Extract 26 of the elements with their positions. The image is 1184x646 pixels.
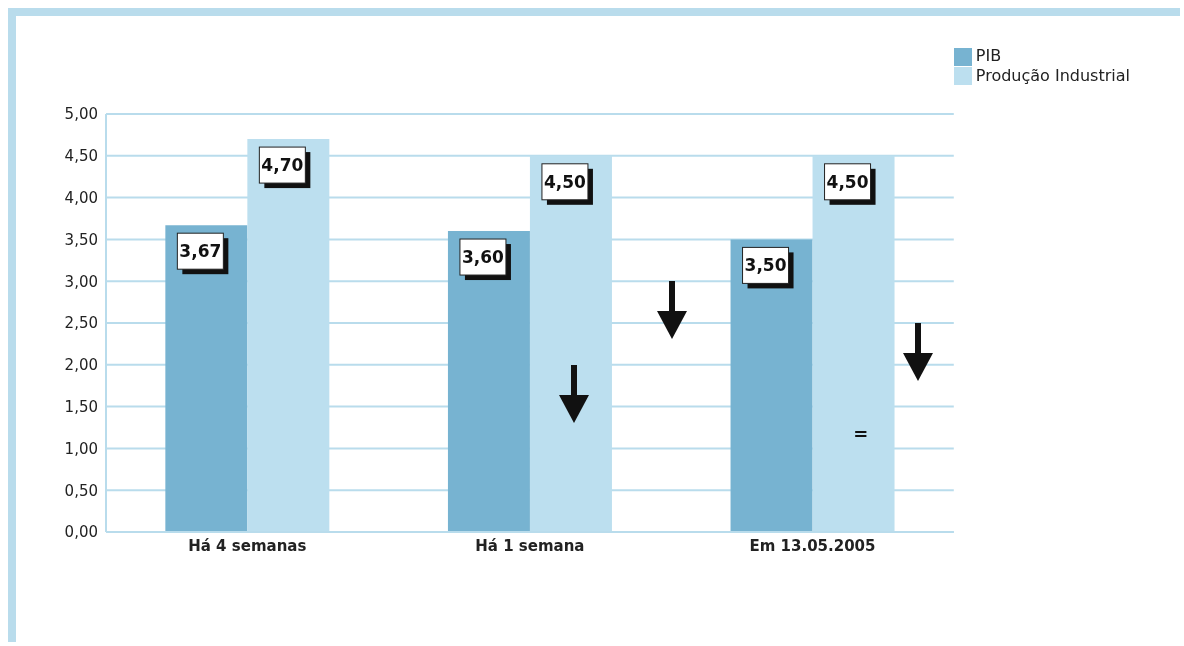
y-tick-label: 3,50 <box>64 230 98 249</box>
annotation: = <box>853 423 869 445</box>
y-tick-label: 0,50 <box>64 481 98 500</box>
data-label: 4,70 <box>261 155 304 176</box>
y-tick-label: 1,00 <box>64 439 98 458</box>
y-tick-label: 4,00 <box>64 188 98 207</box>
bar <box>730 239 813 532</box>
y-tick-label: 4,50 <box>64 147 98 166</box>
y-tick-label: 2,00 <box>64 356 98 375</box>
y-tick-label: 3,00 <box>64 272 98 291</box>
y-tick-label: 1,50 <box>64 397 98 416</box>
x-tick-label: Há 4 semanas <box>188 536 307 555</box>
legend-label: Produção Industrial <box>975 65 1130 85</box>
y-tick-label: 0,00 <box>64 523 98 542</box>
legend-label: PIB <box>975 46 1002 65</box>
x-tick-label: Em 13.05.2005 <box>749 536 876 555</box>
y-tick-label: 2,50 <box>64 314 98 333</box>
data-label: 4,50 <box>543 171 587 192</box>
data-label: 3,67 <box>179 241 222 262</box>
x-tick-label: Há 1 semana <box>475 536 585 555</box>
y-tick-label: 5,00 <box>64 105 98 124</box>
bar <box>447 231 530 532</box>
bar <box>165 225 248 532</box>
data-label: 3,60 <box>461 247 505 268</box>
data-label: 3,50 <box>744 255 787 276</box>
data-label: 4,50 <box>826 171 869 192</box>
